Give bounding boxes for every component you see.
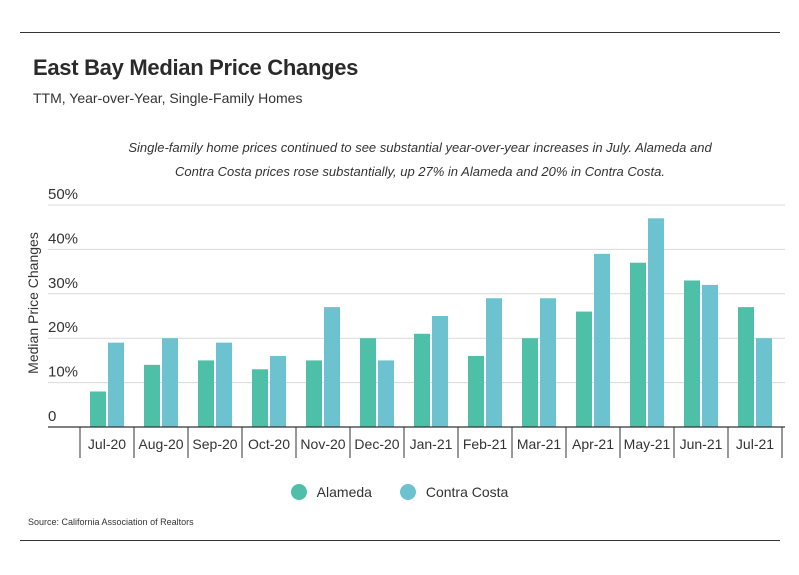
x-tick-label: May-21 bbox=[624, 436, 671, 452]
bar-alameda-jul-20 bbox=[90, 391, 106, 427]
bar-alameda-apr-21 bbox=[576, 311, 592, 427]
bottom-rule bbox=[20, 540, 780, 541]
legend-swatch-alameda bbox=[290, 484, 307, 500]
chart-title: East Bay Median Price Changes bbox=[33, 55, 359, 80]
bar-contra-costa-mar-21 bbox=[540, 298, 556, 427]
bar-contra-costa-feb-21 bbox=[486, 298, 502, 427]
x-tick-label: Jan-21 bbox=[410, 436, 453, 452]
chart-subtitle: TTM, Year-over-Year, Single-Family Homes bbox=[33, 90, 303, 106]
legend-label-alameda: Alameda bbox=[316, 484, 372, 500]
bar-alameda-aug-20 bbox=[144, 364, 160, 427]
y-tick-label: 20% bbox=[48, 319, 78, 336]
bar-contra-costa-dec-20 bbox=[378, 360, 394, 427]
x-tick-label: Apr-21 bbox=[572, 436, 614, 452]
bar-contra-costa-jun-21 bbox=[702, 284, 718, 427]
x-axis: Jul-20 Aug-20 Sep-20 Oct-20 Nov-20 Dec-20 Jan-… bbox=[48, 426, 785, 458]
x-tick-label: Jul-21 bbox=[736, 436, 774, 452]
bar-contra-costa-nov-20 bbox=[324, 307, 340, 427]
bar-alameda-jun-21 bbox=[684, 280, 700, 427]
y-tick-label: 10% bbox=[48, 364, 78, 381]
bar-alameda-mar-21 bbox=[522, 338, 538, 427]
legend-swatch-contra-costa bbox=[399, 484, 416, 500]
top-rule bbox=[20, 32, 780, 33]
y-tick-label: 50% bbox=[48, 186, 78, 203]
bar-contra-costa-jan-21 bbox=[432, 316, 448, 427]
bar-alameda-dec-20 bbox=[360, 338, 376, 427]
x-tick-label: Mar-21 bbox=[517, 436, 562, 452]
x-tick-label: Dec-20 bbox=[354, 436, 399, 452]
y-tick-label: 30% bbox=[48, 275, 78, 292]
x-tick-label: Jun-21 bbox=[680, 436, 723, 452]
y-tick-label: 0 bbox=[48, 408, 56, 425]
legend-item-alameda: Alameda bbox=[290, 484, 372, 500]
x-tick-label: Aug-20 bbox=[138, 436, 183, 452]
bars bbox=[90, 218, 772, 427]
legend: Alameda Contra Costa bbox=[0, 484, 799, 503]
bar-alameda-jul-21 bbox=[738, 307, 754, 427]
bar-contra-costa-oct-20 bbox=[270, 355, 286, 427]
source-note: Source: California Association of Realto… bbox=[28, 517, 194, 527]
bar-alameda-sep-20 bbox=[198, 360, 214, 427]
legend-label-contra-costa: Contra Costa bbox=[425, 484, 509, 500]
bar-contra-costa-may-21 bbox=[648, 218, 664, 427]
bar-alameda-jan-21 bbox=[414, 333, 430, 427]
bar-contra-costa-jul-21 bbox=[756, 338, 772, 427]
bar-contra-costa-apr-21 bbox=[594, 253, 610, 427]
bar-alameda-nov-20 bbox=[306, 360, 322, 427]
y-axis-label: Median Price Changes bbox=[25, 232, 41, 374]
x-tick-label: Nov-20 bbox=[300, 436, 345, 452]
x-tick-label: Feb-21 bbox=[463, 436, 508, 452]
bar-contra-costa-aug-20 bbox=[162, 338, 178, 427]
bar-contra-costa-jul-20 bbox=[108, 342, 124, 427]
bar-alameda-feb-21 bbox=[468, 355, 484, 427]
chart-annotation: Single-family home prices continued to s… bbox=[128, 140, 712, 179]
x-tick-label: Sep-20 bbox=[192, 436, 237, 452]
y-tick-label: 40% bbox=[48, 230, 78, 247]
bar-contra-costa-sep-20 bbox=[216, 342, 232, 427]
x-tick-label: Oct-20 bbox=[248, 436, 290, 452]
y-tick-labels: 0 10% 20% 30% 40% 50% bbox=[48, 186, 78, 425]
bar-alameda-may-21 bbox=[630, 262, 646, 427]
legend-item-contra-costa: Contra Costa bbox=[399, 484, 509, 500]
x-tick-label: Jul-20 bbox=[88, 436, 126, 452]
bar-alameda-oct-20 bbox=[252, 369, 268, 427]
